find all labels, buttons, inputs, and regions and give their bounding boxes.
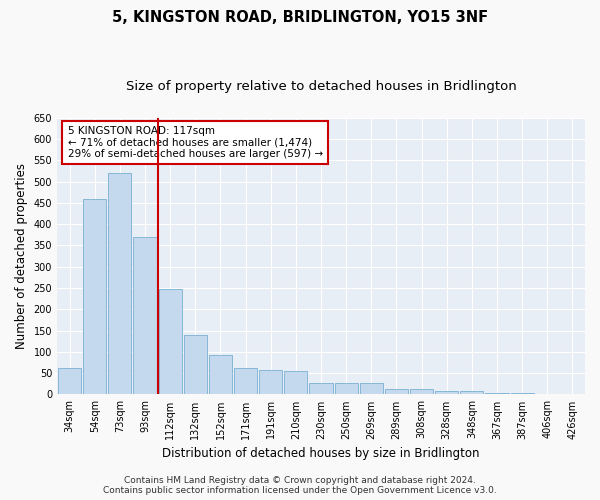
Y-axis label: Number of detached properties: Number of detached properties (15, 163, 28, 349)
X-axis label: Distribution of detached houses by size in Bridlington: Distribution of detached houses by size … (162, 447, 480, 460)
Bar (109, 173, 131, 394)
Bar (310, 383, 332, 394)
Bar (511, 393, 534, 394)
Bar (335, 383, 358, 394)
Text: 5 KINGSTON ROAD: 117sqm
← 71% of detached houses are smaller (1,474)
29% of semi: 5 KINGSTON ROAD: 117sqm ← 71% of detache… (68, 126, 323, 160)
Bar (209, 355, 232, 395)
Bar (234, 368, 257, 394)
Bar (485, 393, 509, 394)
Bar (133, 237, 157, 394)
Text: 5, KINGSTON ROAD, BRIDLINGTON, YO15 3NF: 5, KINGSTON ROAD, BRIDLINGTON, YO15 3NF (112, 10, 488, 25)
Bar (385, 390, 408, 394)
Bar (184, 335, 207, 394)
Bar (58, 368, 81, 394)
Bar (460, 392, 484, 394)
Bar (284, 371, 307, 394)
Text: Contains HM Land Registry data © Crown copyright and database right 2024.
Contai: Contains HM Land Registry data © Crown c… (103, 476, 497, 495)
Bar (435, 392, 458, 394)
Bar (158, 289, 182, 395)
Title: Size of property relative to detached houses in Bridlington: Size of property relative to detached ho… (125, 80, 517, 93)
Bar (259, 370, 283, 394)
Bar (410, 390, 433, 394)
Bar (360, 383, 383, 394)
Bar (83, 200, 106, 394)
